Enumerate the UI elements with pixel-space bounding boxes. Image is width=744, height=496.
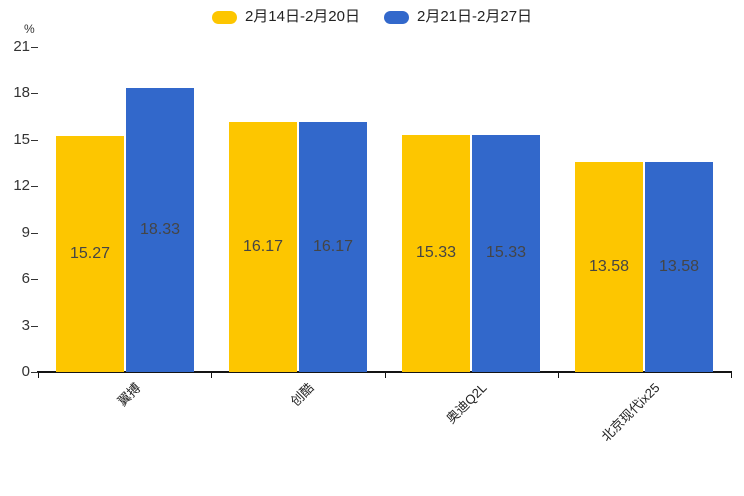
x-axis-tick (211, 372, 212, 378)
y-axis-tick-label: 9 (21, 224, 30, 241)
bar-value-label: 15.33 (485, 244, 527, 261)
x-axis-category-label: 翼搏 (114, 380, 144, 410)
legend-item-week2[interactable]: 2月21日-2月27日 (384, 8, 532, 26)
bar-week1-创酷[interactable] (229, 122, 297, 372)
x-axis-line (37, 371, 732, 373)
y-axis-tick-label: 3 (21, 317, 30, 334)
bar-value-label: 13.58 (588, 258, 630, 275)
bar-value-label: 15.33 (415, 244, 457, 261)
y-axis-tick-label: 12 (13, 177, 30, 194)
y-axis-tick-label: 15 (13, 131, 30, 148)
y-axis-tick (31, 140, 38, 141)
x-axis-category-label: 奥迪Q2L (443, 380, 490, 427)
bar-week2-翼搏[interactable] (126, 88, 194, 372)
y-axis-tick (31, 186, 38, 187)
y-axis-tick (31, 47, 38, 48)
x-axis-category-label: 创酷 (287, 380, 317, 410)
x-axis-tick (731, 372, 732, 378)
legend-swatch-week1-icon (211, 10, 237, 24)
legend: 2月14日-2月20日 2月21日-2月27日 (0, 8, 744, 26)
y-axis-tick (31, 326, 38, 327)
bar-value-label: 13.58 (658, 258, 700, 275)
x-axis-category-label: 北京现代ix25 (598, 380, 663, 445)
bar-value-label: 16.17 (312, 238, 354, 255)
bar-value-label: 15.27 (69, 245, 111, 262)
bar-value-label: 18.33 (139, 221, 181, 238)
y-axis-tick-label: 18 (13, 84, 30, 101)
bar-week1-奥迪Q2L[interactable] (402, 135, 470, 372)
y-axis-tick-label: 6 (21, 270, 30, 287)
x-axis-tick (558, 372, 559, 378)
bar-week1-翼搏[interactable] (56, 136, 124, 372)
y-axis-tick (31, 93, 38, 94)
x-axis-tick (385, 372, 386, 378)
y-axis-tick-label: 0 (21, 363, 30, 380)
y-axis-unit-label: % (24, 22, 35, 36)
bar-week2-奥迪Q2L[interactable] (472, 135, 540, 372)
legend-item-week1[interactable]: 2月14日-2月20日 (211, 8, 360, 26)
legend-label-week1: 2月14日-2月20日 (244, 8, 360, 25)
bar-week2-创酷[interactable] (299, 122, 367, 372)
bar-week2-北京现代ix25[interactable] (645, 162, 713, 372)
y-axis-tick (31, 372, 38, 373)
y-axis-tick (31, 279, 38, 280)
x-axis-tick (38, 372, 39, 378)
bar-value-label: 16.17 (242, 238, 284, 255)
y-axis-tick-label: 21 (13, 38, 30, 55)
y-axis-tick (31, 233, 38, 234)
legend-label-week2: 2月21日-2月27日 (417, 8, 533, 25)
bar-week1-北京现代ix25[interactable] (575, 162, 643, 372)
legend-swatch-week2-icon (384, 10, 409, 24)
